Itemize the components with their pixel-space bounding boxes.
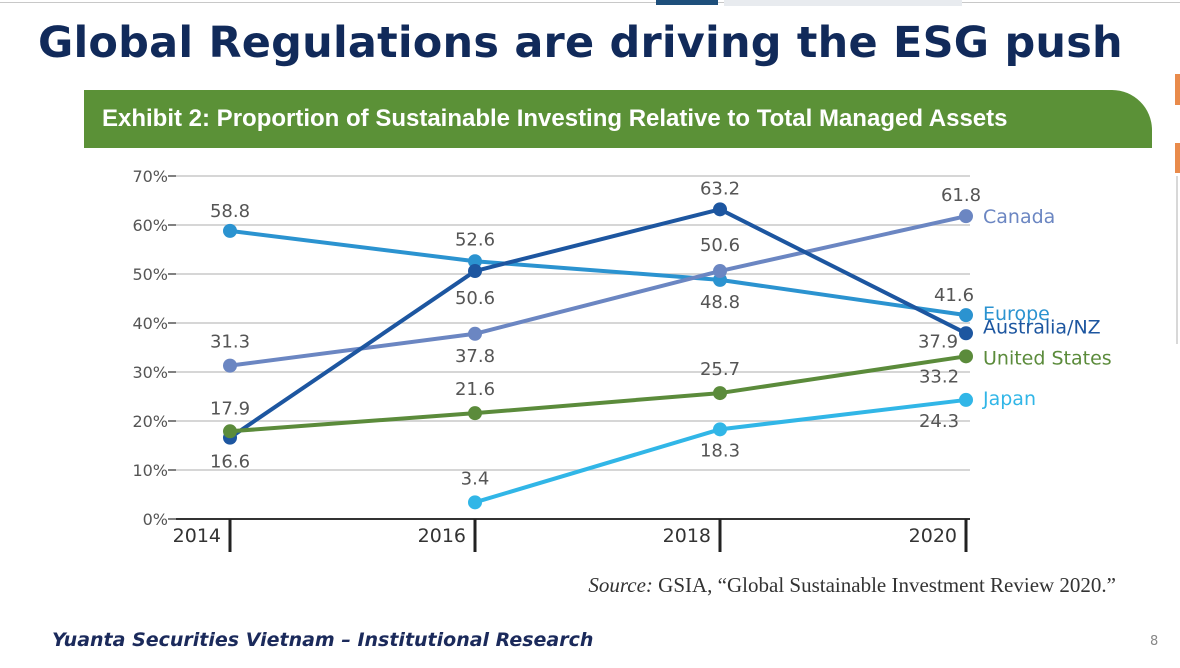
data-label-Japan-2016: 3.4 [461, 468, 490, 489]
data-label-Europe-2014: 58.8 [210, 201, 250, 222]
y-tick-label: 30% [132, 363, 168, 382]
data-point-Canada-2020 [959, 209, 973, 224]
data-label-Europe-2016: 52.6 [455, 229, 495, 250]
series-line-Australia/NZ [228, 207, 968, 440]
top-secondary-tab [724, 0, 962, 6]
x-tick-label: 2018 [663, 525, 711, 547]
data-point-Australia/NZ-2016 [468, 264, 482, 279]
data-point-Australia/NZ-2018 [713, 202, 727, 217]
data-label-Canada-2016: 37.8 [455, 346, 495, 367]
footer-text: Yuanta Securities Vietnam – Institutiona… [52, 629, 594, 651]
legend-label-Europe: Europe [983, 303, 1050, 325]
y-tick-label: 20% [132, 412, 168, 431]
data-label-Canada-2018: 50.6 [700, 235, 740, 256]
data-point-Japan-2018 [713, 422, 727, 437]
data-point-Europe-2016 [468, 254, 482, 269]
right-edge-rule [1176, 176, 1178, 344]
y-tick-label: 50% [132, 265, 168, 284]
data-point-Australia/NZ-2020 [959, 326, 973, 341]
right-edge-marker-bottom [1175, 143, 1180, 173]
page-title: Global Regulations are driving the ESG p… [38, 18, 1123, 68]
data-label-Japan-2018: 18.3 [700, 440, 740, 461]
data-point-Europe-2014 [223, 223, 237, 238]
source-text: GSIA, “Global Sustainable Investment Rev… [658, 573, 1116, 597]
data-point-United States-2020 [959, 349, 973, 364]
data-point-United States-2014 [223, 424, 237, 439]
chart-title-banner: Exhibit 2: Proportion of Sustainable Inv… [84, 90, 1152, 148]
x-tick-label: 2014 [173, 525, 221, 547]
y-tick-label: 10% [132, 461, 168, 480]
data-label-Europe-2020: 41.6 [934, 285, 974, 306]
data-label-United States-2014: 17.9 [210, 398, 250, 419]
data-label-Australia/NZ-2016: 50.6 [455, 288, 495, 309]
source-prefix: Source: [588, 573, 653, 597]
right-edge-marker-top [1175, 74, 1180, 105]
series-line-Canada [228, 214, 968, 368]
data-label-Australia/NZ-2020: 37.9 [918, 331, 958, 352]
y-tick-label: 0% [143, 510, 168, 529]
source-note: Source: GSIA, “Global Sustainable Invest… [0, 573, 1116, 598]
x-tick-label: 2016 [418, 525, 466, 547]
legend-label-Canada: Canada [983, 206, 1055, 228]
legend-label-Australia/NZ: Australia/NZ [983, 316, 1101, 338]
data-point-Europe-2020 [959, 308, 973, 323]
data-label-Japan-2020: 24.3 [919, 411, 959, 432]
legend-label-Japan: Japan [982, 388, 1036, 410]
data-label-Canada-2014: 31.3 [210, 332, 250, 353]
series-line-United States [228, 354, 968, 434]
top-divider [0, 2, 1180, 3]
data-label-Europe-2018: 48.8 [700, 292, 740, 313]
data-point-Canada-2016 [468, 326, 482, 341]
top-accent-tab [656, 0, 718, 5]
page-number: 8 [1150, 634, 1159, 649]
data-point-Canada-2018 [713, 264, 727, 279]
data-point-Japan-2020 [959, 392, 973, 407]
data-point-Canada-2014 [223, 358, 237, 373]
data-label-United States-2018: 25.7 [700, 359, 740, 380]
data-label-Australia/NZ-2018: 63.2 [700, 178, 740, 199]
data-label-Australia/NZ-2014: 16.6 [210, 452, 250, 473]
y-tick-label: 70% [132, 167, 168, 186]
x-tick-label: 2020 [909, 525, 957, 547]
series-line-Europe [228, 228, 968, 318]
y-tick-label: 60% [132, 216, 168, 235]
y-tick-label: 40% [132, 314, 168, 333]
legend-label-United States: United States [983, 347, 1112, 369]
data-point-Japan-2016 [468, 495, 482, 510]
data-label-Canada-2020: 61.8 [941, 185, 981, 206]
data-point-United States-2016 [468, 406, 482, 421]
chart-title: Exhibit 2: Proportion of Sustainable Inv… [102, 105, 1008, 132]
data-label-United States-2016: 21.6 [455, 379, 495, 400]
data-point-United States-2018 [713, 386, 727, 401]
data-label-United States-2020: 33.2 [919, 366, 959, 387]
